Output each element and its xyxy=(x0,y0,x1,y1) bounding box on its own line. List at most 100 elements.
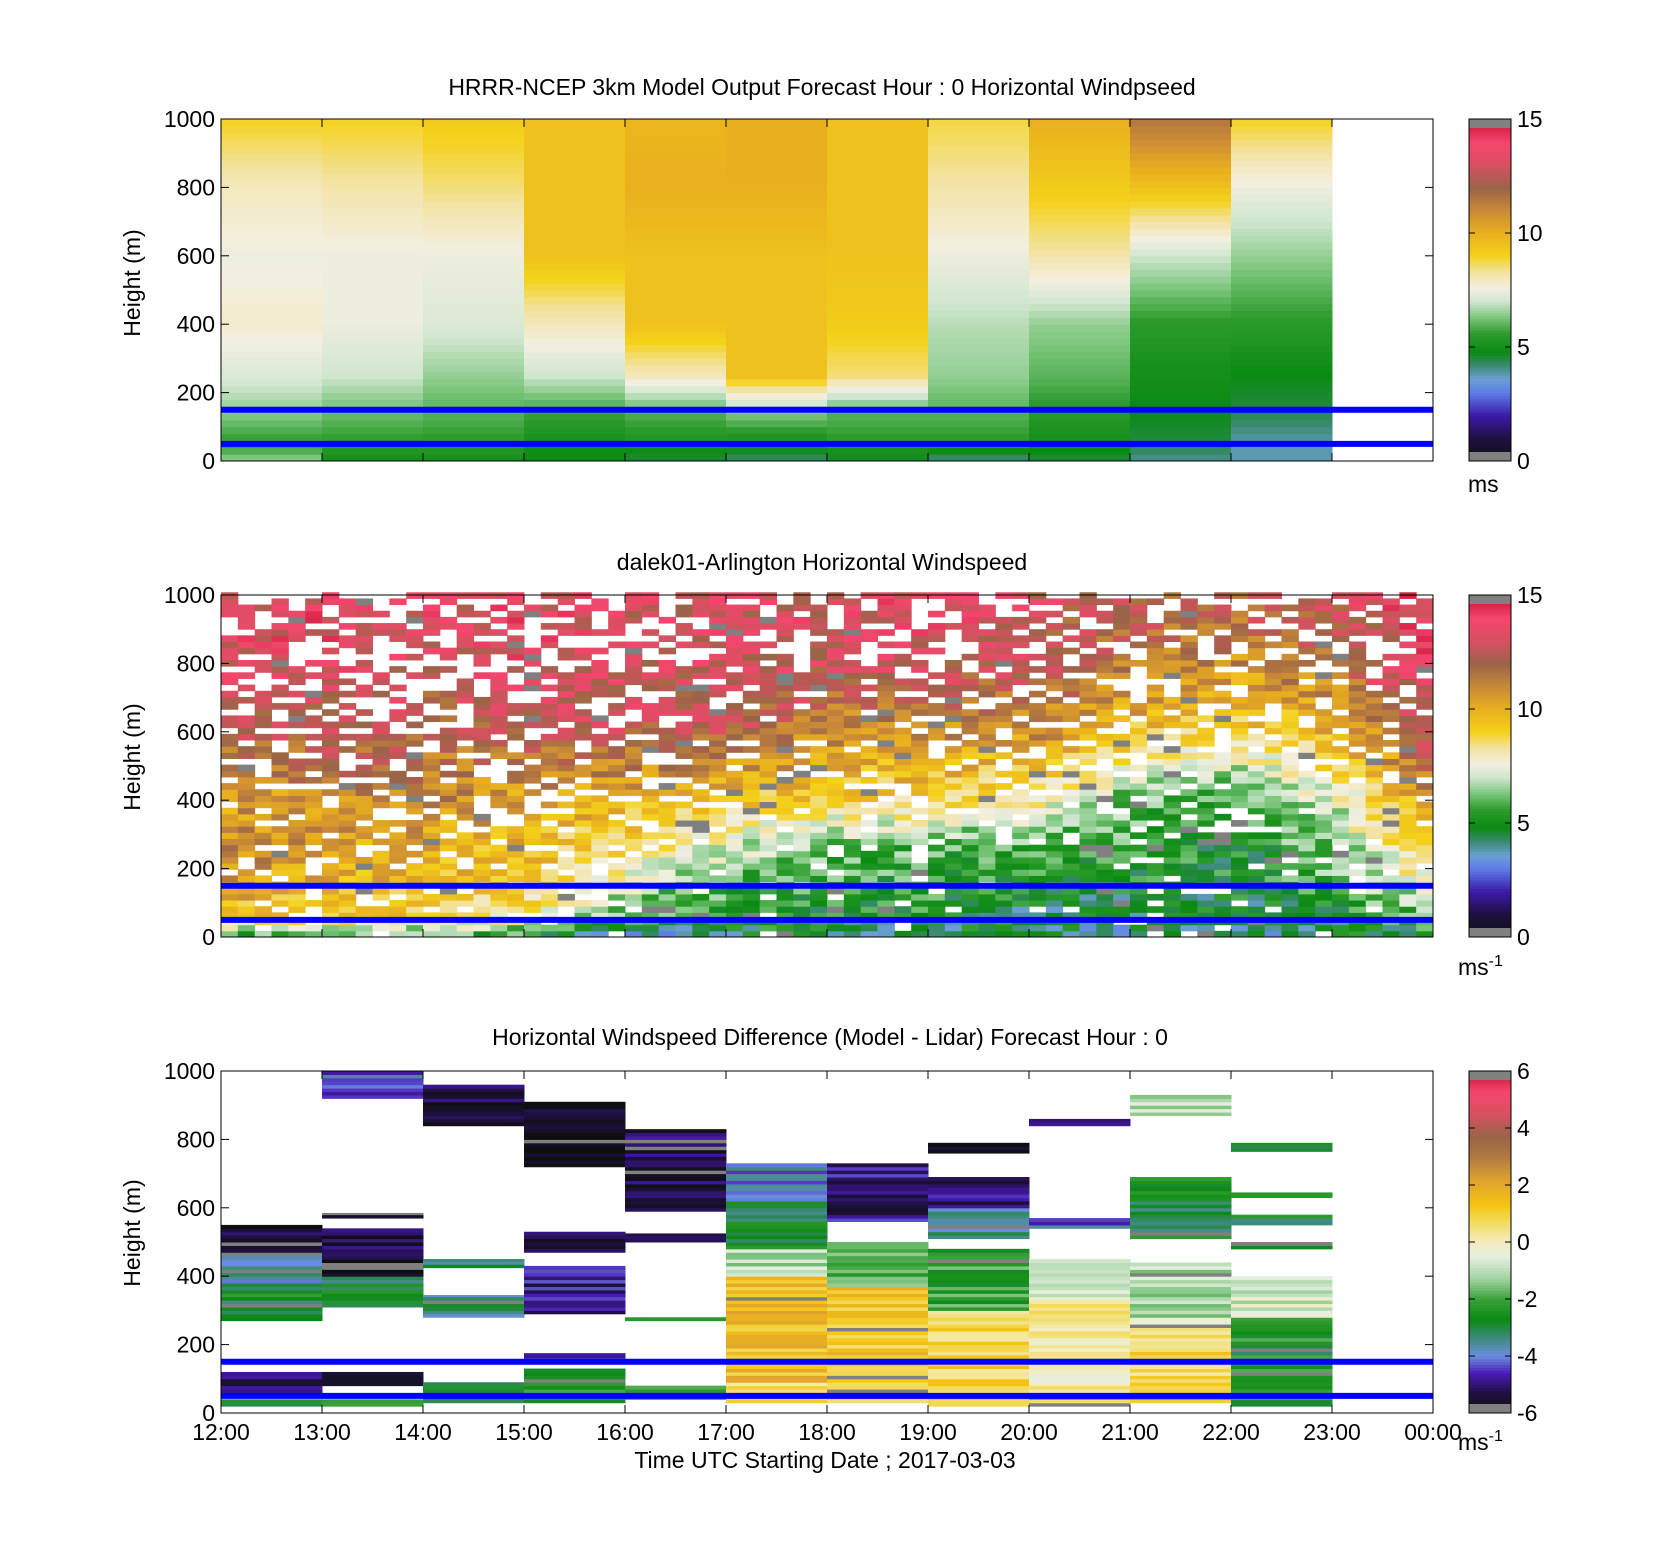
heatmap-cell xyxy=(1247,844,1266,852)
heatmap-cell xyxy=(1231,1306,1333,1311)
heatmap-cell xyxy=(1214,604,1232,612)
heatmap-cell xyxy=(507,709,525,716)
heatmap-cell xyxy=(1416,703,1434,710)
heatmap-cell xyxy=(271,764,289,772)
heatmap-cell xyxy=(1382,709,1400,716)
heatmap-cell xyxy=(271,807,289,815)
heatmap-cell xyxy=(860,672,878,679)
heatmap-cell xyxy=(726,378,828,387)
heatmap-cell xyxy=(322,276,424,284)
heatmap-cell xyxy=(827,807,845,815)
heatmap-cell xyxy=(1079,598,1097,606)
heatmap-cell xyxy=(1348,592,1367,599)
heatmap-cell xyxy=(540,604,559,612)
heatmap-cell xyxy=(608,764,626,772)
heatmap-cell xyxy=(1315,893,1333,901)
heatmap-cell xyxy=(742,783,761,790)
heatmap-cell xyxy=(995,807,1013,815)
colorbar-segment xyxy=(1469,332,1511,337)
y-tick-label: 200 xyxy=(177,1332,215,1358)
heatmap-cell xyxy=(911,635,929,643)
y-tick-label: 200 xyxy=(177,380,215,406)
heatmap-cell xyxy=(1247,666,1266,673)
heatmap-cell xyxy=(456,850,474,858)
heatmap-cell xyxy=(524,378,626,387)
heatmap-cell xyxy=(1231,623,1249,630)
heatmap-cell xyxy=(557,801,575,809)
heatmap-cell xyxy=(742,690,761,698)
heatmap-cell xyxy=(928,1402,1030,1407)
heatmap-cell xyxy=(1315,906,1333,913)
colorbar-under xyxy=(1469,1404,1511,1413)
heatmap-cell xyxy=(928,399,1030,407)
y-tick-label: 0 xyxy=(202,448,215,474)
heatmap-cell xyxy=(1231,930,1249,938)
heatmap-cell xyxy=(322,447,424,455)
heatmap-cell xyxy=(1163,795,1181,803)
heatmap-cell xyxy=(1416,629,1434,636)
heatmap-cell xyxy=(726,1300,828,1305)
heatmap-cell xyxy=(1012,807,1030,815)
heatmap-cell xyxy=(843,770,862,778)
heatmap-cell xyxy=(221,119,323,127)
heatmap-cell xyxy=(810,733,828,741)
colorbar-segment xyxy=(1469,885,1511,890)
heatmap-cell xyxy=(507,783,525,790)
heatmap-cell xyxy=(221,214,323,223)
heatmap-cell xyxy=(675,783,693,790)
heatmap-cell xyxy=(1029,1272,1131,1277)
heatmap-cell xyxy=(827,764,845,772)
heatmap-cell xyxy=(877,672,895,679)
heatmap-cell xyxy=(1180,820,1198,827)
heatmap-cell xyxy=(507,887,525,895)
heatmap-cell xyxy=(1416,807,1434,815)
y-tick-label: 800 xyxy=(177,1126,215,1152)
heatmap-cell xyxy=(1298,684,1316,692)
heatmap-cell xyxy=(1146,635,1165,643)
colorbar-segment xyxy=(1469,840,1511,844)
heatmap-cell xyxy=(742,721,761,729)
heatmap-cell xyxy=(928,1265,1030,1270)
heatmap-cell xyxy=(726,783,744,790)
heatmap-cell xyxy=(1113,850,1131,858)
heatmap-cell xyxy=(625,678,643,686)
heatmap-cell xyxy=(1029,1389,1131,1393)
heatmap-cell xyxy=(641,709,660,716)
heatmap-cell xyxy=(1146,696,1165,704)
heatmap-cell xyxy=(608,610,626,618)
heatmap-cell xyxy=(1045,746,1064,753)
heatmap-cell xyxy=(1029,344,1131,353)
heatmap-cell xyxy=(810,758,828,766)
heatmap-cell xyxy=(1332,807,1350,815)
heatmap-cell xyxy=(221,1293,323,1298)
heatmap-cell xyxy=(1399,838,1417,846)
heatmap-cell xyxy=(1130,392,1232,400)
heatmap-cell xyxy=(490,783,508,790)
heatmap-cell xyxy=(1247,616,1266,624)
heatmap-cell xyxy=(1247,912,1266,920)
heatmap-cell xyxy=(1130,132,1232,141)
heatmap-cell xyxy=(221,604,239,612)
heatmap-cell xyxy=(1298,709,1316,716)
heatmap-cell xyxy=(860,666,878,673)
heatmap-cell xyxy=(928,290,1030,298)
heatmap-cell xyxy=(271,623,289,630)
heatmap-cell xyxy=(1045,801,1064,809)
heatmap-cell xyxy=(641,684,660,692)
heatmap-cell xyxy=(540,623,559,630)
heatmap-cell xyxy=(625,696,643,704)
heatmap-cell xyxy=(338,770,357,778)
heatmap-cell xyxy=(1029,1279,1131,1284)
heatmap-cell xyxy=(625,838,643,846)
heatmap-cell xyxy=(995,893,1013,901)
heatmap-cell xyxy=(1113,820,1131,827)
heatmap-cell xyxy=(1130,789,1148,796)
heatmap-cell xyxy=(726,132,828,141)
heatmap-cell xyxy=(1399,900,1417,907)
colorbar-segment xyxy=(1469,1304,1511,1309)
heatmap-cell xyxy=(961,616,979,624)
heatmap-cell xyxy=(625,887,643,895)
heatmap-cell xyxy=(423,1313,525,1318)
colorbar-segment xyxy=(1469,612,1511,616)
heatmap-cell xyxy=(524,1310,626,1315)
